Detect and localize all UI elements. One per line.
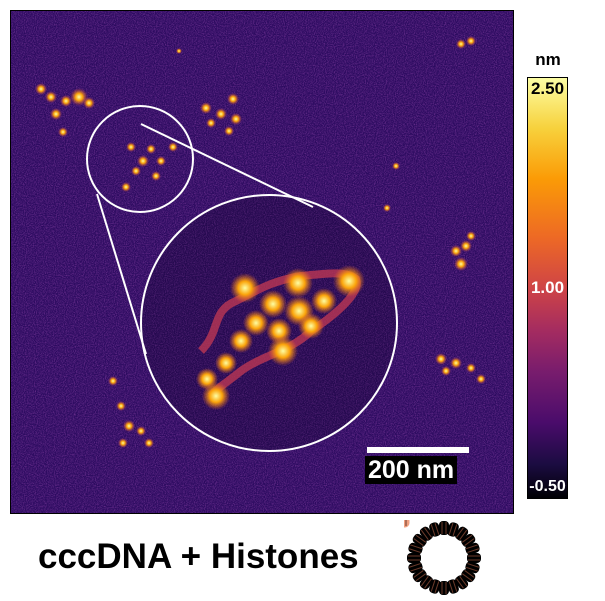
colorbar bbox=[527, 77, 568, 499]
colorbar-mid-label: 1.00 bbox=[530, 278, 565, 297]
colorbar-unit: nm bbox=[535, 50, 561, 69]
zoom-connector-line bbox=[96, 193, 147, 355]
molecule-cluster bbox=[35, 36, 486, 448]
zoom-connector-line bbox=[140, 123, 314, 208]
scale-bar bbox=[367, 447, 469, 453]
zoom-target-circle bbox=[140, 194, 398, 452]
colorbar-min-label: -0.50 bbox=[529, 478, 566, 495]
afm-image-canvas bbox=[11, 11, 513, 513]
zoom-inset bbox=[141, 195, 397, 451]
scale-bar-label: 200 nm bbox=[365, 456, 458, 484]
figure-caption: cccDNA + Histones bbox=[38, 537, 359, 576]
nucleosome-ring-icon bbox=[398, 512, 484, 596]
afm-image bbox=[10, 10, 514, 514]
zoom-source-circle bbox=[86, 105, 194, 213]
colorbar-max-label: 2.50 bbox=[530, 79, 565, 98]
